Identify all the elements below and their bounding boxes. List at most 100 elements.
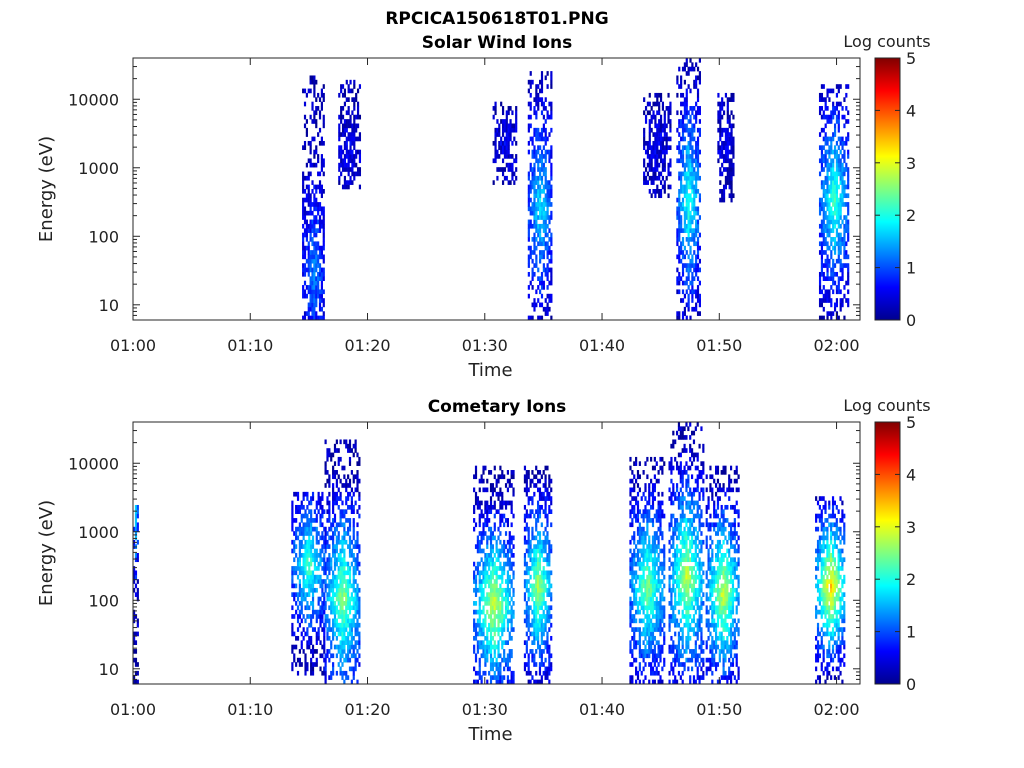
spectrogram-bin [685,101,688,107]
spectrogram-bin [533,622,536,628]
spectrogram-bin [347,544,350,549]
spectrogram-bin [536,557,540,563]
spectrogram-bin [335,535,338,541]
spectrogram-bin [332,474,335,480]
spectrogram-bin [291,592,294,597]
spectrogram-bin [300,553,303,558]
spectrogram-bin [820,315,824,321]
spectrogram-bin [818,210,822,216]
spectrogram-bin [474,670,478,676]
spectrogram-bin [492,114,495,120]
spectrogram-bin [320,154,323,159]
spectrogram-bin [822,237,825,242]
spectrogram-bin [531,640,534,645]
spectrogram-bin [326,500,329,506]
spectrogram-bin [482,609,485,615]
spectrogram-bin [539,97,542,102]
spectrogram-bin [540,496,543,501]
spectrogram-bin [478,570,481,576]
colorbar-tick-label: 1 [906,259,916,278]
spectrogram-bin [298,539,301,545]
spectrogram-bin [693,136,696,142]
burst-5 [643,92,672,199]
spectrogram-bin [631,535,634,541]
spectrogram-bin [510,509,513,514]
spectrogram-bin [546,245,549,251]
spectrogram-bin [356,649,359,654]
spectrogram-bin [501,675,504,680]
spectrogram-bin [691,62,694,68]
spectrogram-bin [335,470,338,475]
spectrogram-bin [638,522,641,528]
spectrogram-bin [824,180,827,185]
spectrogram-bin [680,258,683,264]
spectrogram-bin [318,171,322,177]
spectrogram-bin [529,167,532,172]
spectrogram-bin [311,526,315,532]
spectrogram-bin [544,544,547,549]
spectrogram-bin [683,110,686,116]
spectrogram-bin [509,132,512,137]
spectrogram-bin [681,145,685,150]
spectrogram-bin [507,149,510,155]
spectrogram-bin [353,101,356,107]
spectrogram-bin [295,553,298,558]
spectrogram-bin [832,245,835,251]
spectrogram-bin [837,215,840,220]
spectrogram-bin [527,175,530,181]
spectrogram-bin [482,535,485,541]
spectrogram-bin [307,228,310,233]
spectrogram-bin [310,640,313,645]
spectrogram-bin [350,679,353,685]
spectrogram-bin [488,504,491,510]
spectrogram-bin [333,583,337,589]
spectrogram-bin [345,154,348,159]
spectrogram-bin [540,254,544,260]
spectrogram-bin [537,241,540,247]
spectrogram-bin [820,149,824,155]
spectrogram-bin [527,609,530,615]
spectrogram-bin [341,579,344,584]
spectrogram-bin [721,140,724,146]
spectrogram-bin [644,622,647,628]
spectrogram-bin [343,513,346,519]
spectrogram-bin [501,596,504,602]
spectrogram-bin [347,136,350,142]
spectrogram-bin [508,601,511,606]
spectrogram-bin [354,557,357,563]
spectrogram-bin [550,605,553,611]
spectrogram-bin [693,276,696,281]
spectrogram-bin [651,601,655,606]
spectrogram-bin [636,474,640,480]
spectrogram-bin [824,276,827,281]
spectrogram-bin [719,101,722,107]
spectrogram-bin [826,223,829,229]
spectrogram-bin [488,561,491,567]
spectrogram-bin [308,570,311,576]
spectrogram-bin [539,250,542,255]
spectrogram-bin [650,627,653,632]
spectrogram-bin [655,587,658,593]
spectrogram-bin [307,140,310,146]
spectrogram-bin [535,670,538,676]
spectrogram-bin [828,149,831,155]
spectrogram-bin [651,496,655,501]
spectrogram-bin [678,132,681,137]
spectrogram-bin [328,500,331,506]
spectrogram-bin [659,97,663,102]
x-tick-label: 01:20 [344,336,390,355]
spectrogram-bin [343,557,346,563]
spectrogram-bin [501,167,505,172]
spectrogram-bin [533,106,536,111]
spectrogram-bin [721,149,724,155]
spectrogram-bin [841,106,844,111]
spectrogram-bin [356,149,360,155]
spectrogram-bin [540,237,544,242]
spectrogram-bin [321,513,324,519]
spectrogram-bin [535,583,538,589]
spectrogram-bin [343,553,346,558]
spectrogram-bin [306,548,309,554]
spectrogram-bin [535,622,538,628]
spectrogram-bin [317,609,320,615]
spectrogram-bin [512,535,515,541]
